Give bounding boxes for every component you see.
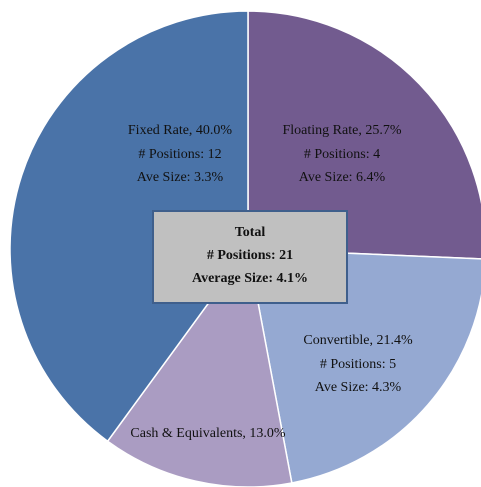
pie-slice <box>9 10 249 443</box>
size-label: Ave Size: 3.3% <box>137 170 224 185</box>
slice-labels: Floating Rate, 25.7% # Positions: 4 Ave Si… <box>128 123 413 441</box>
size-label: Ave Size: 6.4% <box>299 170 386 185</box>
size-label: Ave Size: 4.3% <box>315 380 402 395</box>
total-title: Total <box>235 225 266 240</box>
slice-label: Cash & Equivalents, 13.0% <box>130 426 285 441</box>
positions-label: # Positions: 12 <box>138 147 221 162</box>
pie-slice <box>247 248 481 484</box>
positions-label: # Positions: 5 <box>320 357 396 372</box>
total-average-size: Average Size: 4.1% <box>192 271 308 286</box>
pie <box>9 10 481 487</box>
positions-label: # Positions: 4 <box>304 147 380 162</box>
total-positions: # Positions: 21 <box>207 248 293 263</box>
pie-slice <box>106 247 293 487</box>
total-box <box>152 210 348 304</box>
slice-label: Fixed Rate, 40.0% <box>128 123 233 138</box>
slice-label: Floating Rate, 25.7% <box>283 123 402 138</box>
slice-label: Convertible, 21.4% <box>303 333 413 348</box>
pie-slice <box>247 10 481 260</box>
